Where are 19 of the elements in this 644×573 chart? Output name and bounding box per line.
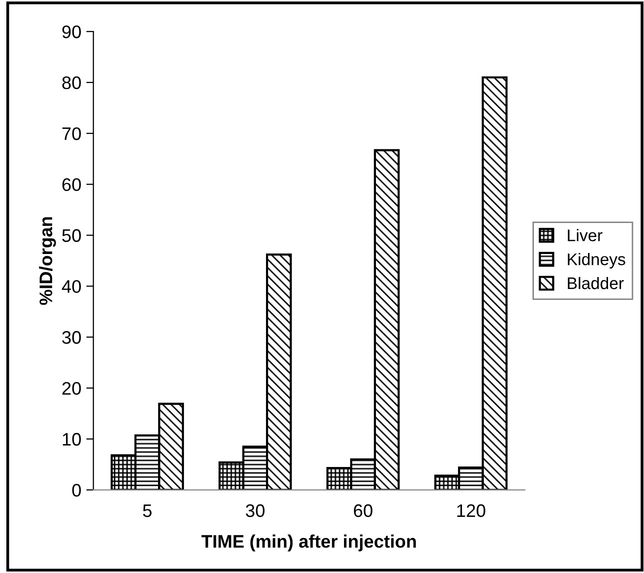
y-tick-label: 40	[62, 280, 81, 293]
y-tick-label: 30	[62, 331, 81, 344]
x-tick-label: 30	[246, 504, 265, 518]
y-tick-label: 10	[62, 432, 81, 446]
x-tick-label: 60	[354, 504, 372, 518]
y-tick-label: 70	[62, 127, 81, 140]
y-tick-label: 50	[62, 229, 81, 242]
legend-label: Bladder	[568, 276, 624, 290]
y-tick-label: 80	[62, 76, 81, 90]
y-tick-label: 90	[62, 25, 81, 38]
y-tick-label: 0	[72, 484, 81, 497]
legend-label: Kidneys	[568, 252, 626, 269]
x-tick-label: 5	[143, 504, 152, 518]
x-axis-title: TIME (min) after injection	[201, 534, 416, 552]
x-tick-label: 120	[457, 504, 486, 518]
y-tick-label: 20	[62, 382, 81, 395]
legend-label: Liver	[568, 229, 602, 242]
y-axis-title: %ID/organ	[39, 217, 56, 305]
y-tick-label: 60	[62, 178, 81, 192]
